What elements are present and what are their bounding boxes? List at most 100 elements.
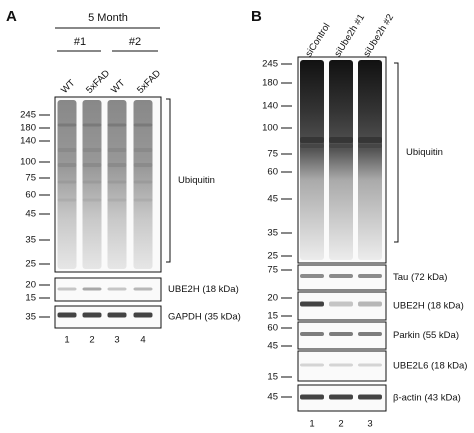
band bbox=[300, 363, 324, 367]
marker-label: 140 bbox=[20, 136, 36, 147]
band bbox=[133, 123, 153, 127]
lane-number: 2 bbox=[89, 335, 94, 346]
band bbox=[107, 163, 127, 167]
band bbox=[329, 144, 353, 148]
band bbox=[358, 394, 382, 400]
band bbox=[57, 123, 77, 127]
marker-label: 60 bbox=[25, 190, 36, 201]
lane-smear bbox=[82, 100, 102, 269]
band bbox=[82, 123, 102, 127]
marker-label: 15 bbox=[25, 293, 36, 304]
marker-label: 20 bbox=[267, 293, 278, 304]
band bbox=[329, 394, 353, 400]
band bbox=[329, 332, 353, 336]
lane-number: 4 bbox=[140, 335, 145, 346]
bracket bbox=[166, 98, 171, 263]
band bbox=[358, 274, 382, 278]
band bbox=[358, 363, 382, 367]
marker-label: 245 bbox=[262, 59, 278, 70]
band bbox=[329, 363, 353, 367]
marker-label: 35 bbox=[25, 235, 36, 246]
blot-label: UBE2H (18 kDa) bbox=[393, 301, 464, 312]
blot-label: UBE2H (18 kDa) bbox=[168, 284, 239, 295]
blot-label: UBE2L6 (18 kDa) bbox=[393, 361, 467, 372]
lane-number: 1 bbox=[309, 419, 314, 430]
lane-smear bbox=[107, 100, 127, 269]
marker-label: 45 bbox=[267, 392, 278, 403]
marker-label: 35 bbox=[25, 312, 36, 323]
band bbox=[57, 148, 77, 152]
lane-smear bbox=[57, 100, 77, 269]
band bbox=[133, 198, 153, 202]
lane-smear bbox=[133, 100, 153, 269]
band bbox=[57, 163, 77, 167]
band bbox=[300, 394, 324, 400]
marker-label: 45 bbox=[267, 194, 278, 205]
lane-smear bbox=[300, 60, 324, 260]
marker-label: 100 bbox=[262, 123, 278, 134]
band bbox=[82, 180, 102, 184]
blot-label: Ubiquitin bbox=[406, 147, 443, 158]
blot-label: Ubiquitin bbox=[178, 175, 215, 186]
band bbox=[300, 332, 324, 336]
band bbox=[133, 148, 153, 152]
band bbox=[57, 198, 77, 202]
band bbox=[57, 287, 77, 291]
band bbox=[107, 287, 127, 291]
lane-number: 1 bbox=[64, 335, 69, 346]
band bbox=[133, 287, 153, 291]
band bbox=[300, 144, 324, 148]
lane-number: 3 bbox=[367, 419, 372, 430]
panel-label: A bbox=[6, 8, 17, 25]
lane-number: 3 bbox=[114, 335, 119, 346]
lane-number: 2 bbox=[338, 419, 343, 430]
band bbox=[300, 301, 324, 307]
blot-label: β-actin (43 kDa) bbox=[393, 393, 461, 404]
band bbox=[133, 312, 153, 318]
marker-label: 60 bbox=[267, 323, 278, 334]
band bbox=[57, 180, 77, 184]
marker-label: 180 bbox=[262, 78, 278, 89]
band bbox=[57, 312, 77, 318]
band bbox=[82, 198, 102, 202]
marker-label: 25 bbox=[25, 259, 36, 270]
band bbox=[107, 148, 127, 152]
bracket bbox=[394, 62, 399, 243]
band bbox=[133, 163, 153, 167]
band bbox=[358, 332, 382, 336]
band bbox=[358, 144, 382, 148]
marker-label: 20 bbox=[25, 280, 36, 291]
band bbox=[329, 274, 353, 278]
band bbox=[107, 180, 127, 184]
blot-label: Parkin (55 kDa) bbox=[393, 330, 459, 341]
band bbox=[300, 274, 324, 278]
marker-label: 75 bbox=[267, 149, 278, 160]
blot-label: Tau (72 kDa) bbox=[393, 272, 447, 283]
band bbox=[82, 163, 102, 167]
group-label: #2 bbox=[129, 36, 141, 48]
band bbox=[358, 137, 382, 143]
marker-label: 245 bbox=[20, 110, 36, 121]
band bbox=[329, 137, 353, 143]
band bbox=[358, 301, 382, 307]
marker-label: 180 bbox=[20, 123, 36, 134]
marker-label: 75 bbox=[25, 173, 36, 184]
band bbox=[82, 287, 102, 291]
header: 5 Month bbox=[88, 12, 128, 24]
marker-label: 25 bbox=[267, 251, 278, 262]
marker-label: 35 bbox=[267, 228, 278, 239]
band bbox=[133, 180, 153, 184]
band bbox=[82, 312, 102, 318]
marker-label: 140 bbox=[262, 101, 278, 112]
lane-smear bbox=[358, 60, 382, 260]
marker-label: 45 bbox=[25, 209, 36, 220]
panel-label: B bbox=[251, 8, 262, 25]
marker-label: 15 bbox=[267, 372, 278, 383]
band bbox=[82, 148, 102, 152]
marker-label: 75 bbox=[267, 265, 278, 276]
blot-label: GAPDH (35 kDa) bbox=[168, 312, 241, 323]
band bbox=[107, 198, 127, 202]
marker-label: 60 bbox=[267, 167, 278, 178]
band bbox=[107, 123, 127, 127]
